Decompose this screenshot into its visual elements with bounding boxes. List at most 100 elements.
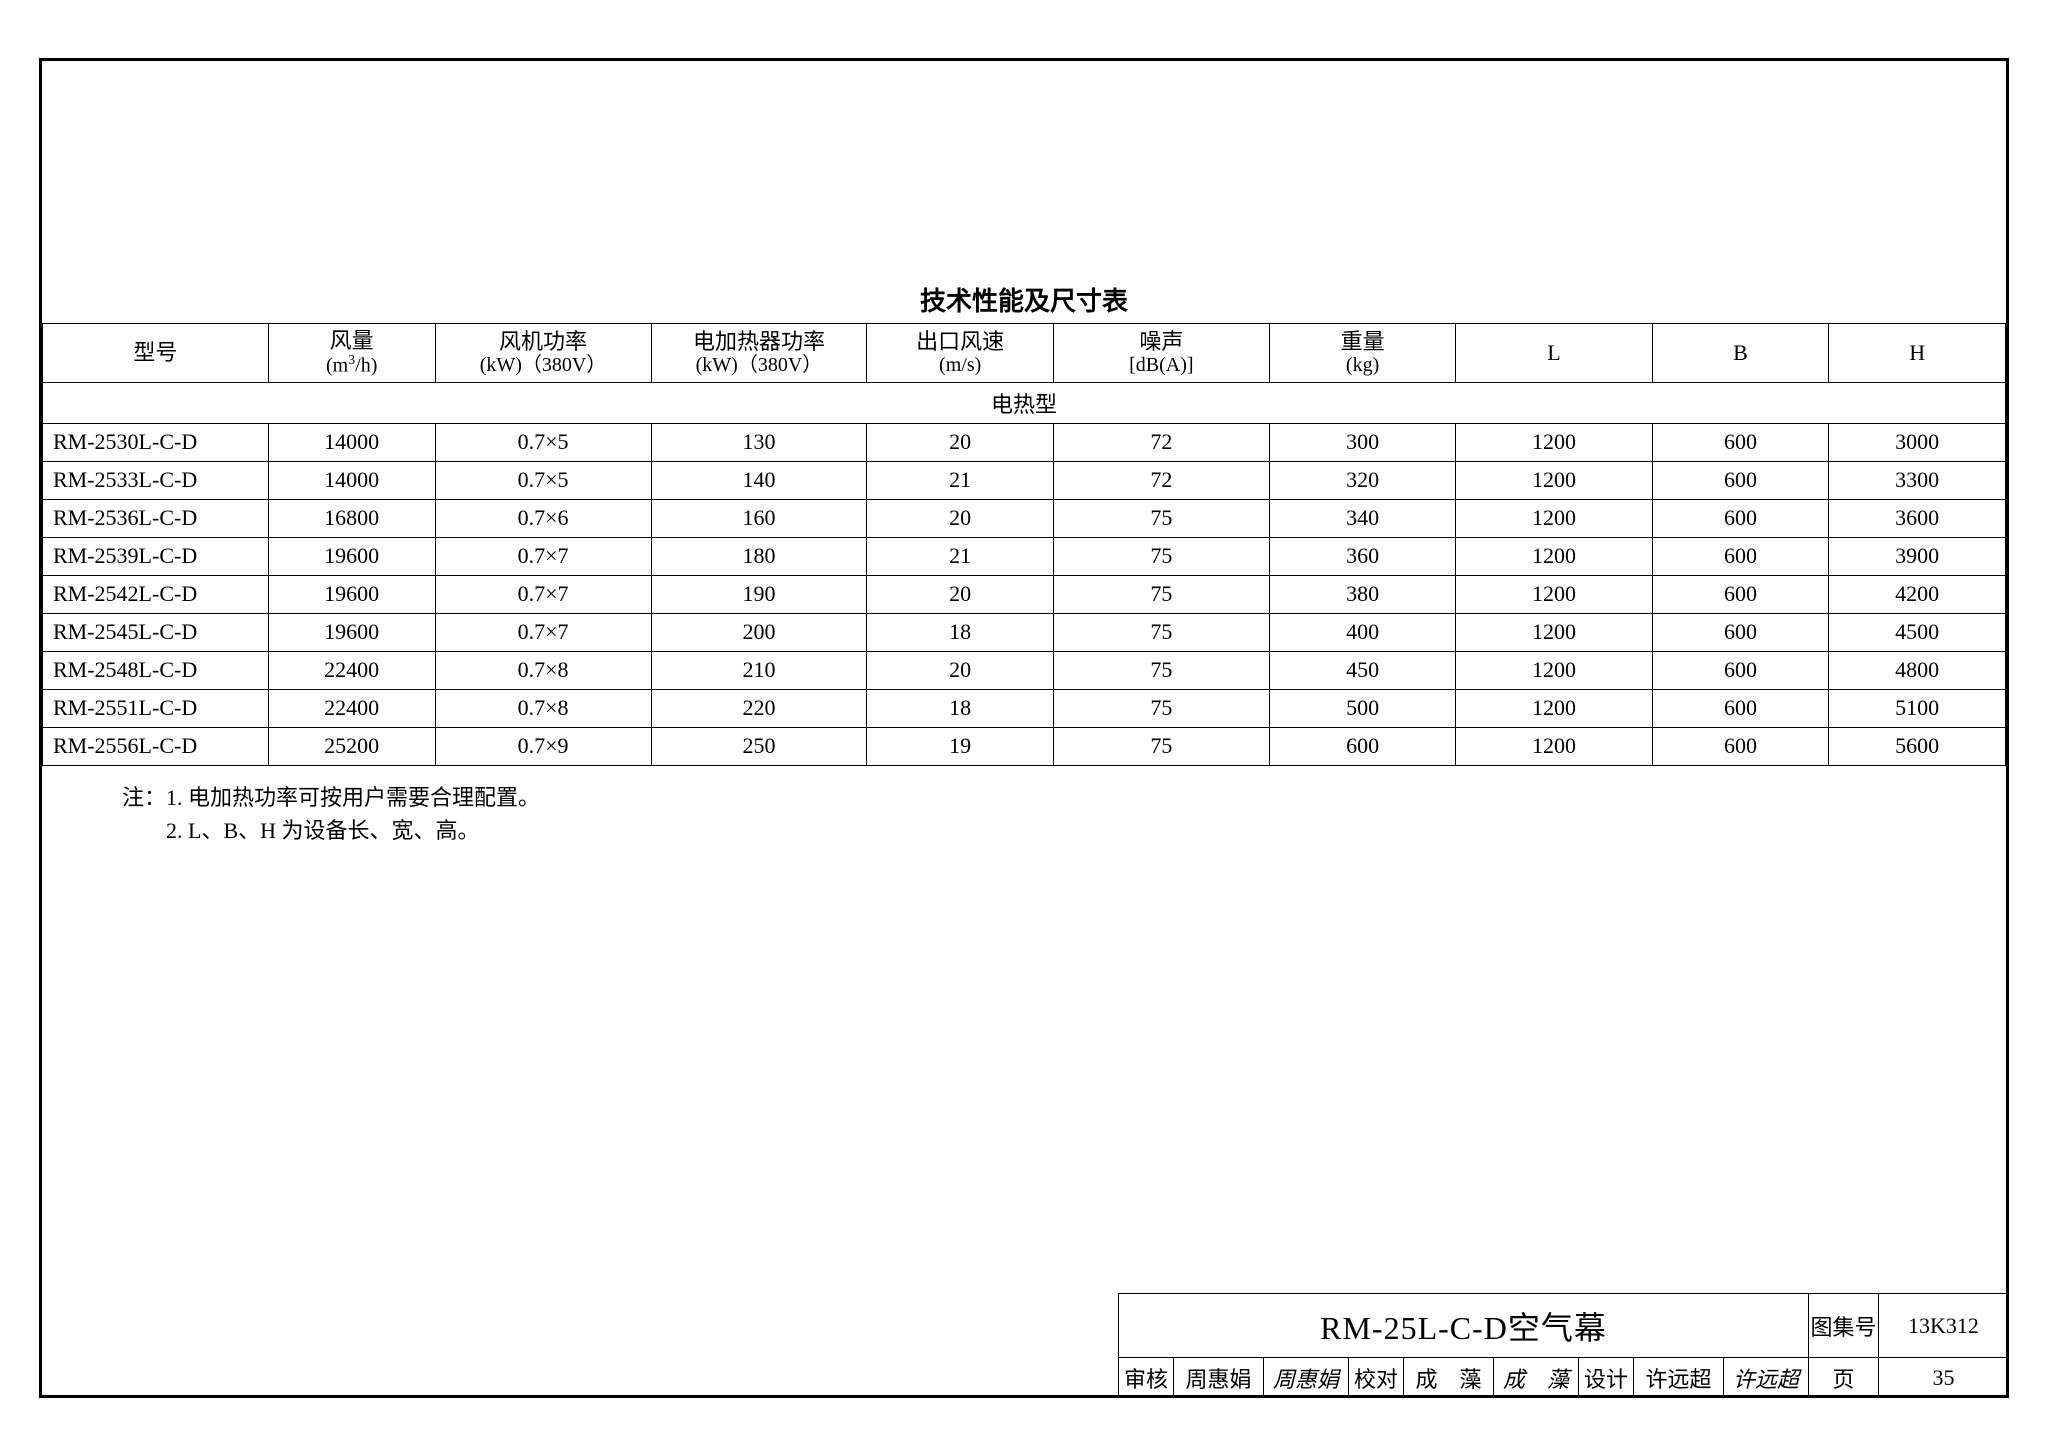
data-cell: 140 <box>651 461 867 499</box>
model-cell: RM-2533L-C-D <box>43 461 269 499</box>
data-cell: 3000 <box>1829 423 2006 461</box>
data-cell: 0.7×7 <box>435 613 651 651</box>
data-cell: 19600 <box>268 575 435 613</box>
data-cell: 21 <box>867 461 1053 499</box>
data-cell: 0.7×5 <box>435 423 651 461</box>
data-cell: 22400 <box>268 651 435 689</box>
data-cell: 1200 <box>1456 651 1652 689</box>
data-cell: 4500 <box>1829 613 2006 651</box>
data-cell: 0.7×6 <box>435 499 651 537</box>
page-label: 页 <box>1809 1358 1879 1398</box>
data-cell: 75 <box>1053 727 1269 765</box>
drawing-set-value: 13K312 <box>1879 1294 2009 1358</box>
notes-prefix: 注： <box>122 785 166 810</box>
table-row: RM-2556L-C-D252000.7×9250197560012006005… <box>43 727 2006 765</box>
model-cell: RM-2536L-C-D <box>43 499 269 537</box>
title-block: RM-25L-C-D空气幕 图集号 13K312 审核 周惠娟 周惠娟 校对 成… <box>1118 1293 2009 1398</box>
data-cell: 4800 <box>1829 651 2006 689</box>
data-cell: 18 <box>867 689 1053 727</box>
column-header: 风机功率(kW)（380V） <box>435 324 651 383</box>
data-cell: 20 <box>867 423 1053 461</box>
data-cell: 19600 <box>268 537 435 575</box>
column-header: 出口风速(m/s) <box>867 324 1053 383</box>
data-cell: 25200 <box>268 727 435 765</box>
data-cell: 600 <box>1652 423 1829 461</box>
model-cell: RM-2542L-C-D <box>43 575 269 613</box>
model-cell: RM-2530L-C-D <box>43 423 269 461</box>
data-cell: 400 <box>1269 613 1455 651</box>
spec-table: 型号风量(m3/h)风机功率(kW)（380V）电加热器功率(kW)（380V）… <box>42 323 2006 766</box>
data-cell: 3600 <box>1829 499 2006 537</box>
data-cell: 75 <box>1053 537 1269 575</box>
data-cell: 360 <box>1269 537 1455 575</box>
data-cell: 20 <box>867 575 1053 613</box>
table-title: 技术性能及尺寸表 <box>42 281 2006 318</box>
column-header: H <box>1829 324 2006 383</box>
data-cell: 130 <box>651 423 867 461</box>
drawing-title: RM-25L-C-D空气幕 <box>1119 1294 1809 1358</box>
data-cell: 14000 <box>268 423 435 461</box>
data-cell: 1200 <box>1456 727 1652 765</box>
data-cell: 1200 <box>1456 499 1652 537</box>
data-cell: 210 <box>651 651 867 689</box>
data-cell: 75 <box>1053 613 1269 651</box>
table-row: RM-2530L-C-D140000.7×5130207230012006003… <box>43 423 2006 461</box>
section-row: 电热型 <box>43 382 2006 423</box>
table-row: RM-2545L-C-D196000.7×7200187540012006004… <box>43 613 2006 651</box>
data-cell: 600 <box>1652 727 1829 765</box>
data-cell: 20 <box>867 651 1053 689</box>
column-header: 电加热器功率(kW)（380V） <box>651 324 867 383</box>
data-cell: 600 <box>1652 537 1829 575</box>
data-cell: 0.7×8 <box>435 689 651 727</box>
data-cell: 600 <box>1652 689 1829 727</box>
data-cell: 75 <box>1053 689 1269 727</box>
table-row: RM-2548L-C-D224000.7×8210207545012006004… <box>43 651 2006 689</box>
data-cell: 0.7×7 <box>435 575 651 613</box>
data-cell: 600 <box>1652 651 1829 689</box>
data-cell: 600 <box>1652 461 1829 499</box>
data-cell: 3900 <box>1829 537 2006 575</box>
model-cell: RM-2548L-C-D <box>43 651 269 689</box>
data-cell: 0.7×8 <box>435 651 651 689</box>
data-cell: 320 <box>1269 461 1455 499</box>
data-cell: 14000 <box>268 461 435 499</box>
data-cell: 5600 <box>1829 727 2006 765</box>
data-cell: 250 <box>651 727 867 765</box>
model-cell: RM-2556L-C-D <box>43 727 269 765</box>
role-signature: 周惠娟 <box>1264 1358 1349 1398</box>
data-cell: 600 <box>1652 613 1829 651</box>
data-cell: 600 <box>1269 727 1455 765</box>
column-header: L <box>1456 324 1652 383</box>
data-cell: 1200 <box>1456 423 1652 461</box>
data-cell: 190 <box>651 575 867 613</box>
table-row: RM-2539L-C-D196000.7×7180217536012006003… <box>43 537 2006 575</box>
table-row: RM-2542L-C-D196000.7×7190207538012006004… <box>43 575 2006 613</box>
data-cell: 75 <box>1053 575 1269 613</box>
column-header: B <box>1652 324 1829 383</box>
data-cell: 1200 <box>1456 461 1652 499</box>
note-item: 2. L、B、H 为设备长、宽、高。 <box>166 818 480 843</box>
data-cell: 18 <box>867 613 1053 651</box>
column-header: 重量(kg) <box>1269 324 1455 383</box>
drawing-set-label: 图集号 <box>1809 1294 1879 1358</box>
role-label: 设计 <box>1579 1358 1634 1398</box>
data-cell: 1200 <box>1456 575 1652 613</box>
role-name: 周惠娟 <box>1174 1358 1264 1398</box>
data-cell: 19 <box>867 727 1053 765</box>
page-value: 35 <box>1879 1358 2009 1398</box>
table-row: RM-2536L-C-D168000.7×6160207534012006003… <box>43 499 2006 537</box>
data-cell: 75 <box>1053 651 1269 689</box>
data-cell: 220 <box>651 689 867 727</box>
data-cell: 72 <box>1053 461 1269 499</box>
data-cell: 180 <box>651 537 867 575</box>
data-cell: 600 <box>1652 499 1829 537</box>
data-cell: 16800 <box>268 499 435 537</box>
role-signature: 成 藻 <box>1494 1358 1579 1398</box>
model-cell: RM-2539L-C-D <box>43 537 269 575</box>
data-cell: 22400 <box>268 689 435 727</box>
table-row: RM-2533L-C-D140000.7×5140217232012006003… <box>43 461 2006 499</box>
data-cell: 1200 <box>1456 537 1652 575</box>
model-cell: RM-2551L-C-D <box>43 689 269 727</box>
column-header: 噪声[dB(A)] <box>1053 324 1269 383</box>
data-cell: 160 <box>651 499 867 537</box>
